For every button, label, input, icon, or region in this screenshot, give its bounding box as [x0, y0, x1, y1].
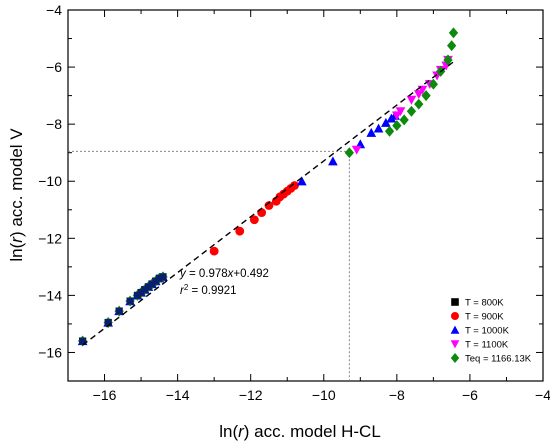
y-axis-label-var: r [7, 236, 26, 243]
data-point-triangle-down [351, 145, 362, 155]
legend-label: T = 1100K [465, 340, 509, 351]
data-point-overlap [126, 297, 134, 305]
data-point-triangle-down [406, 95, 417, 105]
data-point-overlap [137, 289, 145, 296]
data-point-overlap [79, 337, 87, 345]
y-tick-label: −10 [38, 173, 62, 189]
x-axis-label: ln(r) acc. model H-CL [219, 422, 381, 441]
x-tick-label: −16 [93, 387, 117, 403]
data-point-triangle-up [381, 117, 391, 127]
data-point-overlap [152, 277, 160, 285]
plot-frame [67, 9, 544, 382]
legend-marker-triangle-up [450, 325, 460, 334]
data-point-triangle-up [297, 176, 307, 186]
y-axis-label-post: ) acc. model V [7, 128, 26, 237]
data-point-circle [235, 226, 245, 236]
x-axis-label-pre: ln( [219, 422, 238, 441]
r2-superscript: 2 [184, 283, 189, 292]
data-point-overlap [144, 283, 152, 291]
x-tick-label: −14 [166, 387, 190, 403]
legend-marker-square [451, 298, 459, 306]
y-tick-label: −4 [46, 2, 62, 18]
data-point-diamond [414, 98, 424, 110]
legend-marker-triangle-down [450, 340, 460, 349]
r2-symbol: r [180, 285, 185, 297]
legend-label: T = 1000K [465, 326, 510, 337]
x-axis-label-var: r [238, 422, 245, 441]
equation-slope: = 0.978 [186, 268, 228, 280]
equation-y-symbol: y [179, 268, 187, 280]
data-point-circle [209, 246, 219, 256]
x-tick-label: −8 [389, 387, 405, 403]
data-point-circle [290, 181, 299, 190]
y-axis-label-pre: ln( [7, 242, 26, 261]
y-tick-label: −14 [38, 287, 62, 303]
data-point-overlap [134, 291, 141, 299]
data-point-overlap [159, 273, 167, 281]
data-point-diamond [399, 114, 409, 126]
data-point-overlap [148, 280, 156, 288]
data-point-diamond [447, 40, 457, 52]
y-tick-label: −16 [38, 344, 62, 360]
x-tick-label: −4 [535, 387, 550, 403]
data-point-diamond [392, 120, 402, 132]
data-point-diamond [443, 54, 453, 66]
r2-value: = 0.9921 [188, 285, 236, 297]
data-point-diamond [406, 105, 417, 117]
legend-label: T = 800K [465, 298, 504, 309]
x-tick-label: −12 [239, 387, 263, 403]
fit-r-squared: r2 = 0.9921 [180, 283, 237, 298]
plot-area: −16 −14 −12 −10 −8 −6 −4 −16 −14 −12 −10 −8 −6 −4 [38, 2, 550, 403]
data-point-triangle-down [395, 107, 406, 117]
data-point-circle [249, 215, 259, 225]
data-point-circle [257, 208, 267, 218]
y-tick-label: −8 [46, 116, 62, 132]
x-tick-label: −10 [312, 387, 336, 403]
fit-equation: y = 0.978x+0.492 [179, 268, 269, 280]
data-point-diamond [448, 27, 459, 39]
data-point-overlap [104, 319, 112, 326]
data-point-overlap [141, 286, 149, 294]
data-point-overlap [155, 274, 163, 282]
x-tick-label: −6 [462, 387, 478, 403]
equation-intercept: +0.492 [233, 268, 269, 280]
legend: T = 800K T = 900K T = 1000K T = 1100K Teq = … [450, 298, 532, 365]
x-axis-label-post: ) acc. model H-CL [244, 422, 381, 441]
data-point-triangle-up [373, 123, 384, 133]
data-point-diamond [428, 78, 439, 90]
y-tick-label: −12 [38, 230, 62, 246]
data-point-triangle-up [328, 156, 338, 166]
data-point-overlap [115, 307, 123, 315]
data-point-diamond [384, 125, 395, 137]
data-point-triangle-up [366, 127, 377, 137]
y-axis-label: ln(r) acc. model V [7, 128, 26, 262]
equation-x-symbol: x [227, 268, 235, 280]
y-tick-label: −6 [46, 59, 62, 75]
data-point-diamond [421, 90, 431, 102]
data-point-diamond [344, 147, 354, 159]
legend-marker-circle [451, 312, 459, 320]
fit-line [82, 59, 456, 346]
legend-label: T = 900K [465, 312, 504, 323]
legend-label: Teq = 1166.13K [465, 354, 532, 365]
data-point-circle [264, 201, 274, 210]
legend-marker-diamond [450, 353, 460, 363]
